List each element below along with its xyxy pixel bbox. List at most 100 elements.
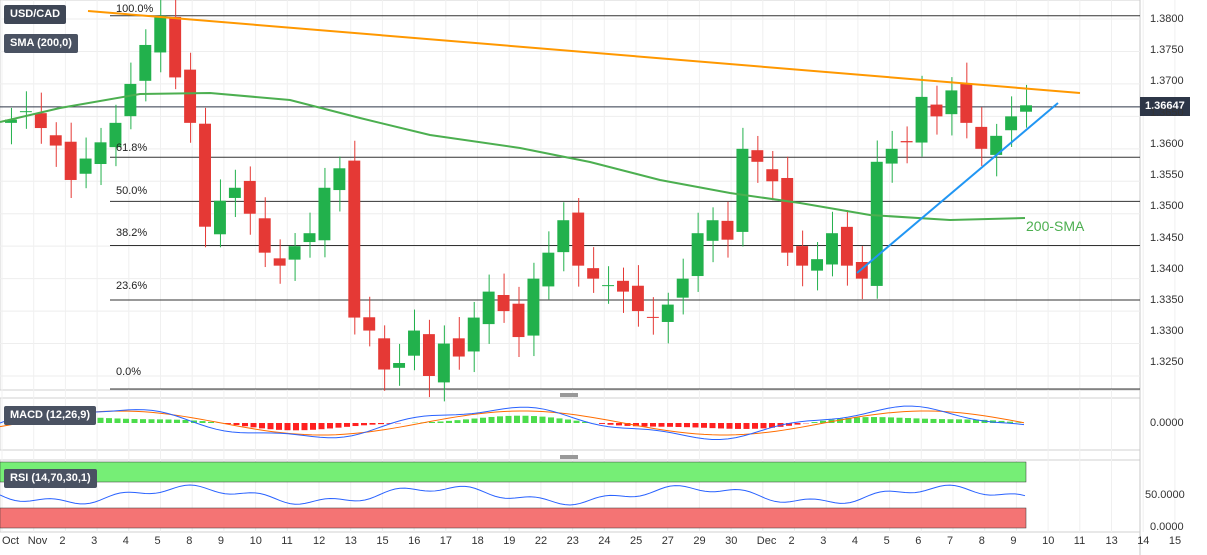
macd-histogram-bar: [556, 418, 563, 423]
macd-histogram-bar: [701, 423, 707, 428]
candle-body: [960, 83, 973, 123]
candle-body: [1005, 116, 1018, 131]
macd-histogram-bar: [199, 421, 206, 423]
macd-histogram-bar: [607, 423, 614, 425]
candle-body: [243, 180, 256, 214]
candle-body: [811, 259, 824, 271]
macd-histogram-bar: [293, 423, 299, 431]
time-tick: 8: [186, 535, 193, 547]
price-tick: 1.3550: [1150, 169, 1184, 181]
price-tick: 1.3650: [1150, 107, 1184, 119]
time-tick: 8: [978, 535, 985, 547]
time-tick: 13: [1105, 535, 1118, 547]
candle-body: [303, 233, 316, 243]
macd-histogram-bar: [454, 420, 461, 423]
candle-body: [691, 233, 704, 277]
macd-histogram-bar: [599, 423, 605, 424]
macd-histogram-bar: [284, 423, 291, 431]
time-tick: 9: [1010, 535, 1017, 547]
fib-label-0: 0.0%: [116, 366, 142, 378]
candle-body: [676, 278, 689, 298]
time-tick: 29: [693, 535, 706, 547]
macd-histogram-bar: [786, 423, 792, 426]
macd-histogram-bar: [225, 423, 231, 424]
macd-histogram-bar: [1007, 421, 1013, 423]
candle-body: [139, 44, 152, 81]
candle-body: [124, 83, 137, 117]
fib-label-100: 100.0%: [116, 3, 154, 15]
candle-body: [706, 220, 719, 241]
macd-histogram-bar: [148, 419, 155, 423]
macd-histogram-bar: [973, 419, 979, 423]
macd-histogram-bar: [182, 420, 189, 423]
macd-histogram-bar: [871, 417, 877, 423]
time-tick: 7: [947, 535, 954, 547]
time-tick: 25: [630, 535, 643, 547]
rsi-tick: 0.0000: [1150, 521, 1184, 533]
macd-histogram-bar: [140, 419, 146, 423]
candle-body: [79, 158, 92, 174]
macd-histogram-bar: [769, 423, 775, 428]
macd-histogram-bar: [106, 418, 112, 423]
macd-histogram-bar: [437, 421, 444, 423]
symbol-label: USD/CAD: [4, 5, 67, 24]
macd-histogram-bar: [131, 418, 138, 423]
macd-histogram-bar: [480, 417, 486, 423]
macd-histogram-bar: [573, 420, 580, 423]
fib-label-618: 61.8%: [116, 142, 148, 154]
macd-histogram-bar: [726, 423, 733, 429]
sma-annotation: 200-SMA: [1026, 218, 1085, 234]
rsi-line: [0, 484, 1026, 506]
time-tick: 13: [344, 535, 357, 547]
rsi-oversold-zone: [0, 507, 1027, 529]
macd-histogram-bar: [318, 423, 325, 430]
candle-body: [646, 316, 659, 318]
candle-body: [542, 252, 555, 287]
price-tick: 1.3400: [1150, 263, 1184, 275]
candle-body: [826, 233, 838, 265]
macd-histogram-bar: [165, 419, 172, 423]
candle-body: [497, 294, 510, 312]
time-tick: 9: [217, 535, 225, 547]
sma-indicator-label: SMA (200,0): [4, 34, 78, 53]
candle-body: [109, 122, 122, 148]
time-tick: 12: [313, 535, 326, 547]
candle-body: [587, 268, 600, 279]
candle-body: [1020, 105, 1032, 112]
macd-histogram-bar: [191, 420, 197, 423]
macd-histogram-bar: [361, 423, 367, 426]
candle-body: [602, 285, 615, 287]
time-tick: 22: [534, 535, 548, 547]
macd-histogram-bar: [463, 419, 469, 423]
macd-histogram-bar: [820, 420, 826, 423]
time-tick: 10: [1042, 535, 1055, 547]
macd-histogram-bar: [310, 423, 316, 430]
support-trendline: [856, 102, 1059, 274]
macd-histogram-bar: [862, 417, 869, 423]
rsi-indicator-label: RSI (14,70,30,1): [4, 469, 97, 488]
macd-histogram-bar: [174, 419, 180, 423]
macd-histogram-bar: [531, 416, 537, 423]
candle-body: [199, 123, 211, 227]
macd-histogram-bar: [658, 423, 665, 427]
price-tick: 1.3300: [1150, 325, 1184, 337]
price-tick: 1.3500: [1150, 200, 1184, 212]
candle-body: [333, 168, 346, 191]
macd-histogram-bar: [522, 415, 529, 423]
macd-histogram-bar: [709, 423, 716, 429]
candle-body: [661, 304, 674, 322]
macd-histogram-bar: [956, 419, 962, 423]
candle-body: [482, 291, 495, 325]
macd-histogram-bar: [565, 419, 571, 423]
candle-body: [796, 246, 809, 266]
time-tick: 15: [376, 535, 389, 547]
macd-histogram-bar: [845, 417, 852, 423]
macd-histogram-bar: [675, 423, 682, 427]
macd-histogram-bar: [930, 418, 937, 423]
macd-histogram-bar: [811, 422, 818, 423]
macd-histogram-bar: [369, 423, 376, 425]
candle-body: [273, 258, 286, 266]
macd-histogram-bar: [233, 423, 240, 426]
